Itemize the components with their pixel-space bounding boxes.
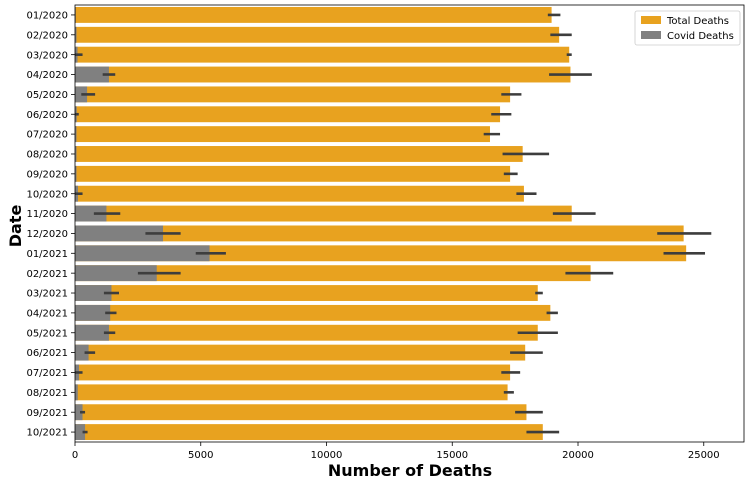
bars-layer [75,6,687,441]
y-axis-label: Date [6,205,25,248]
x-tick-label: 5000 [188,450,213,461]
covid-deaths-bar-09-2020 [75,165,77,182]
legend-box [634,10,741,46]
total-deaths-bar-01-2020 [75,6,552,23]
y-tick-label: 07/2021 [26,368,68,379]
covid-deaths-bar-03-2021 [75,285,112,301]
covid-deaths-bar-05-2020 [75,86,88,103]
covid-deaths-bar-02-2020 [75,26,77,43]
x-tick-label: 10000 [311,450,343,461]
total-deaths-bar-04-2021 [75,304,551,321]
y-tick-label: 02/2021 [26,269,68,280]
y-tick-label: 10/2021 [26,428,68,439]
legend-label: Total Deaths [666,16,729,27]
y-tick-label: 02/2020 [26,30,68,41]
y-tick-label: 05/2020 [26,90,68,101]
y-tick-label: 05/2021 [26,328,68,339]
y-tick-label: 06/2021 [26,348,68,359]
covid-deaths-bar-09-2021 [75,404,83,421]
total-deaths-bar-03-2020 [75,46,570,63]
x-tick-label: 25000 [688,450,720,461]
plot-frame [74,4,745,443]
total-deaths-bar-06-2020 [75,106,501,123]
y-tick-label: 04/2020 [26,70,68,81]
total-deaths-bar-08-2020 [75,146,523,162]
covid-deaths-bar-04-2020 [75,66,109,83]
y-tick-label: 08/2020 [26,150,68,161]
total-deaths-bar-09-2020 [75,165,511,182]
total-deaths-bar-03-2021 [75,285,538,301]
covid-deaths-bar-10-2021 [75,424,86,441]
y-tick-label: 10/2020 [26,189,68,200]
total-deaths-bar-05-2020 [75,86,511,103]
x-axis-label: Number of Deaths [328,461,492,480]
y-tick-label: 04/2021 [26,308,68,319]
total-deaths-bar-07-2021 [75,364,511,381]
covid-deaths-bar-01-2021 [75,245,210,262]
total-deaths-bar-05-2021 [75,324,538,341]
y-tick-label: 08/2021 [26,388,68,399]
y-tick-label: 06/2020 [26,110,68,121]
covid-deaths-bar-08-2020 [75,146,77,162]
y-tick-label: 01/2021 [26,249,68,260]
y-tick-label: 01/2020 [26,11,68,22]
y-tick-label: 03/2020 [26,50,68,61]
total-deaths-bar-01-2021 [75,245,687,262]
total-deaths-bar-10-2020 [75,185,524,202]
total-deaths-bar-02-2021 [75,265,591,282]
y-tick-label: 12/2020 [26,229,68,240]
covid-deaths-bar-08-2021 [75,384,78,401]
x-tick-label: 20000 [562,450,594,461]
y-tick-label: 03/2021 [26,289,68,300]
error-bars-layer [75,13,712,434]
total-deaths-bar-11-2020 [75,205,572,222]
covid-deaths-bar-02-2021 [75,265,157,282]
x-tick-label: 15000 [436,450,468,461]
covid-deaths-bar-11-2020 [75,205,107,222]
legend-swatch [641,16,661,24]
total-deaths-bar-10-2021 [75,424,543,441]
legend-swatch [641,31,661,39]
total-deaths-bar-04-2020 [75,66,571,83]
covid-deaths-bar-07-2020 [75,126,77,143]
y-tick-label: 07/2020 [26,130,68,141]
y-tick-label: 11/2020 [26,209,68,220]
legend-label: Covid Deaths [667,31,734,42]
total-deaths-bar-09-2021 [75,404,527,421]
y-tick-label: 09/2020 [26,169,68,180]
covid-deaths-bar-05-2021 [75,324,109,341]
total-deaths-bar-08-2021 [75,384,508,401]
total-deaths-bar-12-2020 [75,225,684,242]
legend: Total Deaths Covid Deaths [634,10,741,46]
x-tick-label: 0 [72,450,78,461]
total-deaths-bar-07-2020 [75,126,490,143]
covid-deaths-bar-06-2021 [75,344,89,361]
axes-layer: 0 5000 10000 15000 20000 25000 01/2020 02/2020 0… [26,4,745,461]
covid-deaths-bar-04-2021 [75,304,111,321]
covid-deaths-bar-12-2020 [75,225,164,242]
y-tick-label: 09/2021 [26,408,68,419]
total-deaths-bar-06-2021 [75,344,526,361]
total-deaths-bar-02-2020 [75,26,560,43]
